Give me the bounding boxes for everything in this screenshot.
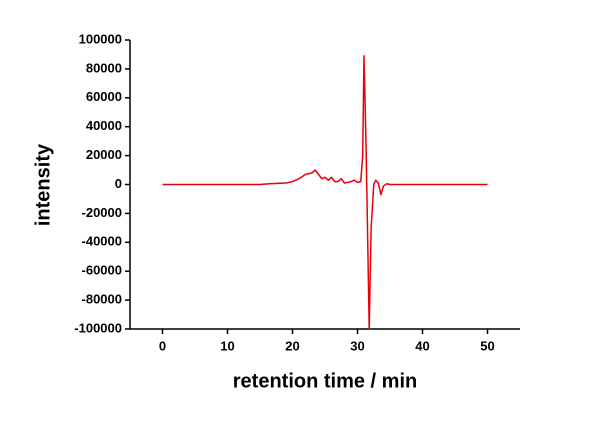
y-tick-label: 80000 — [86, 60, 122, 75]
x-tick-label: 50 — [480, 338, 494, 353]
y-tick-label: 0 — [115, 176, 122, 191]
x-tick-label: 10 — [220, 338, 234, 353]
y-tick-label: 100000 — [79, 31, 122, 46]
y-tick-label: 40000 — [86, 118, 122, 133]
x-axis-title: retention time / min — [233, 370, 417, 392]
y-tick-label: -20000 — [82, 205, 122, 220]
data-line — [162, 55, 488, 330]
y-axis-title: intensity — [32, 143, 54, 226]
y-tick-label: 20000 — [86, 147, 122, 162]
y-tick-label: -100000 — [74, 320, 122, 335]
y-tick-label: -60000 — [82, 263, 122, 278]
y-tick-label: 60000 — [86, 89, 122, 104]
y-tick-label: -40000 — [82, 234, 122, 249]
x-tick-label: 20 — [285, 338, 299, 353]
x-tick-label: 40 — [415, 338, 429, 353]
x-tick-label: 30 — [350, 338, 364, 353]
y-tick-label: -80000 — [82, 292, 122, 307]
x-tick-label: 0 — [159, 338, 166, 353]
